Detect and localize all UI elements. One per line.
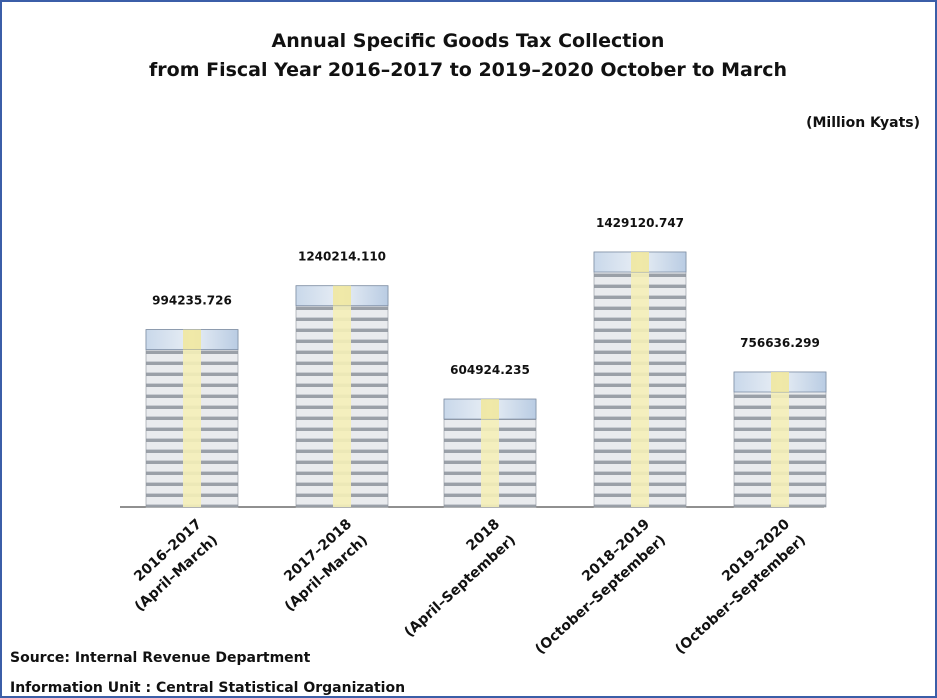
- top-band: [631, 252, 649, 272]
- bill-band: [771, 371, 789, 507]
- top-band: [481, 399, 499, 420]
- x-tick-label: (October–September): [672, 532, 809, 657]
- bill-band: [183, 329, 201, 507]
- x-tick-label: (October–September): [532, 532, 669, 657]
- value-label: 994235.726: [152, 294, 232, 308]
- unit-label: (Million Kyats): [806, 115, 920, 131]
- bill-band: [631, 252, 649, 507]
- bill-band: [481, 399, 499, 507]
- info-note: Information Unit : Central Statistical O…: [10, 680, 405, 696]
- source-note: Source: Internal Revenue Department: [10, 650, 311, 666]
- value-label: 1240214.110: [298, 250, 386, 264]
- value-label: 756636.299: [740, 336, 820, 350]
- x-tick-label: (April–September): [401, 532, 519, 640]
- chart-title: Annual Specific Goods Tax Collection: [272, 30, 665, 52]
- value-label: 604924.235: [450, 363, 530, 377]
- chart-subtitle: from Fiscal Year 2016–2017 to 2019–2020 …: [149, 59, 787, 81]
- top-band: [333, 285, 351, 306]
- value-label: 1429120.747: [596, 216, 684, 230]
- top-band: [183, 329, 201, 350]
- bill-band: [333, 285, 351, 507]
- top-band: [771, 371, 789, 392]
